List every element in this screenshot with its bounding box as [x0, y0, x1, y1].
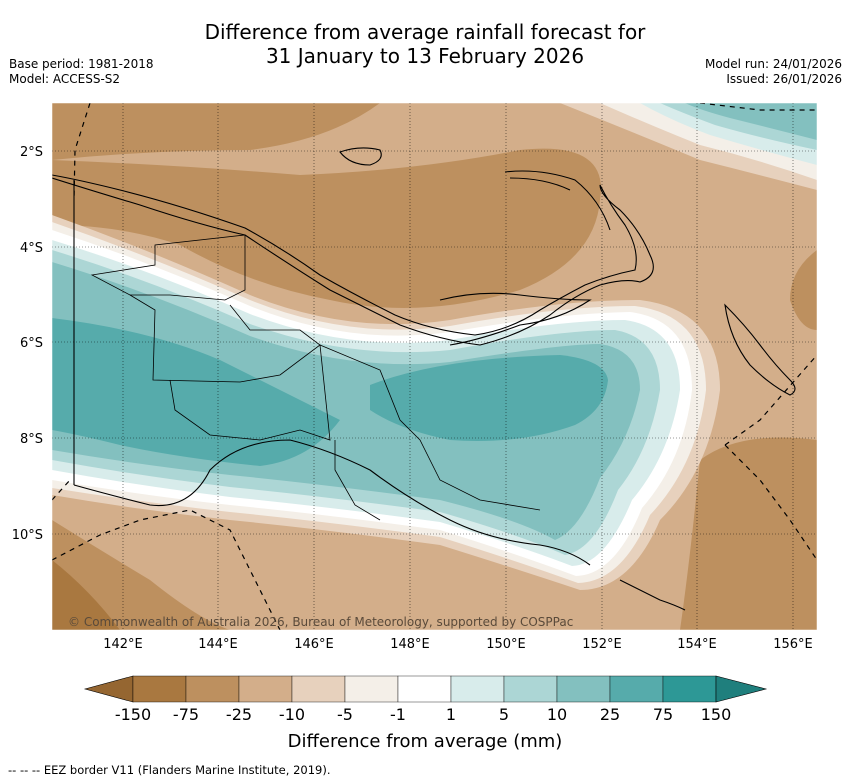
map-frame	[51, 102, 818, 631]
eez-borders	[52, 103, 817, 630]
run-info: Model run: 24/01/2026 Issued: 26/01/2026	[705, 57, 842, 87]
colorbar-tick-label: -5	[337, 705, 353, 724]
contour-ne-5	[685, 103, 817, 140]
colorbar-swatch	[291, 675, 346, 703]
title-line-2: 31 January to 13 February 2026	[265, 44, 585, 68]
colorbar-tick-label: 1	[445, 705, 457, 724]
issued-date: Issued: 26/01/2026	[726, 72, 842, 86]
model-run-date: Model run: 24/01/2026	[704, 57, 842, 71]
map-title: Difference from average rainfall forecas…	[0, 20, 850, 68]
colorbar-under-triangle	[83, 675, 134, 703]
model-name: Model: ACCESS-S2	[9, 72, 121, 86]
png-south-coast-border	[73, 180, 591, 566]
lon-label-146e: 146°E	[294, 637, 334, 652]
colorbar-tick-label: 150	[700, 705, 732, 724]
lat-label-2s: 2°S	[20, 145, 43, 160]
model-info: Base period: 1981-2018 Model: ACCESS-S2	[9, 57, 154, 87]
contour-dry-north-edge	[52, 103, 380, 160]
rainfall-contours	[52, 103, 817, 630]
base-period: Base period: 1981-2018	[9, 57, 154, 71]
island-new-britain	[439, 292, 592, 346]
colorbar-tick-label: -10	[278, 705, 306, 724]
lat-label-8s: 8°S	[20, 432, 43, 447]
island-milne-bay	[619, 579, 686, 611]
province-borders	[90, 234, 541, 521]
colorbar-tick-label: 75	[652, 705, 674, 724]
colorbar-swatch	[503, 675, 558, 703]
lon-label-144e: 144°E	[198, 637, 238, 652]
island-new-ireland	[504, 170, 611, 231]
colorbar-swatch	[344, 675, 399, 703]
contour-wet-band-6	[52, 262, 640, 540]
colorbar-swatch	[132, 675, 187, 703]
colorbar-over-triangle	[715, 675, 768, 703]
copyright-notice: © Commonwealth of Australia 2026, Bureau…	[68, 615, 573, 629]
eez-legend-note: -- -- -- EEZ border V11 (Flanders Marine…	[8, 763, 331, 777]
lon-label-154e: 154°E	[677, 637, 717, 652]
lat-label-10s: 10°S	[12, 528, 43, 543]
colorbar-swatch	[238, 675, 293, 703]
coastlines	[52, 147, 796, 611]
island-bougainville	[724, 303, 796, 396]
colorbar-swatch	[397, 675, 452, 703]
lat-label-6s: 6°S	[20, 336, 43, 351]
title-line-1: Difference from average rainfall forecas…	[204, 20, 646, 44]
colorbar	[83, 675, 768, 703]
contour-wet-75-west	[52, 318, 340, 466]
colorbar-swatch	[609, 675, 664, 703]
colorbar-tick-label: -150	[114, 705, 152, 724]
png-north-coast	[52, 174, 654, 346]
colorbar-tick-label: 10	[546, 705, 568, 724]
colorbar-tick-label: -25	[225, 705, 253, 724]
contour-dry-75-east	[790, 250, 817, 330]
latitude-labels: 2°S 4°S 6°S 8°S 10°S	[12, 145, 43, 543]
lon-label-150e: 150°E	[486, 637, 526, 652]
island-manus	[339, 147, 382, 166]
colorbar-swatch	[185, 675, 240, 703]
contour-dry-150-southwest	[52, 560, 120, 630]
colorbar-tick-label: -1	[390, 705, 406, 724]
contour-dry-75-north	[52, 148, 601, 308]
longitude-labels: 142°E 144°E 146°E 148°E 150°E 152°E 154°…	[103, 637, 813, 652]
colorbar-title: Difference from average (mm)	[287, 731, 563, 752]
lon-label-142e: 142°E	[103, 637, 143, 652]
lon-label-148e: 148°E	[390, 637, 430, 652]
colorbar-swatch	[450, 675, 505, 703]
colorbar-tick-label: 25	[599, 705, 621, 724]
colorbar-swatch	[662, 675, 717, 703]
colorbar-swatch	[556, 675, 611, 703]
contour-wet-75-east	[370, 355, 608, 441]
lon-label-156e: 156°E	[773, 637, 813, 652]
lon-label-152e: 152°E	[582, 637, 622, 652]
lat-label-4s: 4°S	[20, 241, 43, 256]
colorbar-tick-label: 5	[498, 705, 510, 724]
colorbar-tick-label: -75	[172, 705, 200, 724]
